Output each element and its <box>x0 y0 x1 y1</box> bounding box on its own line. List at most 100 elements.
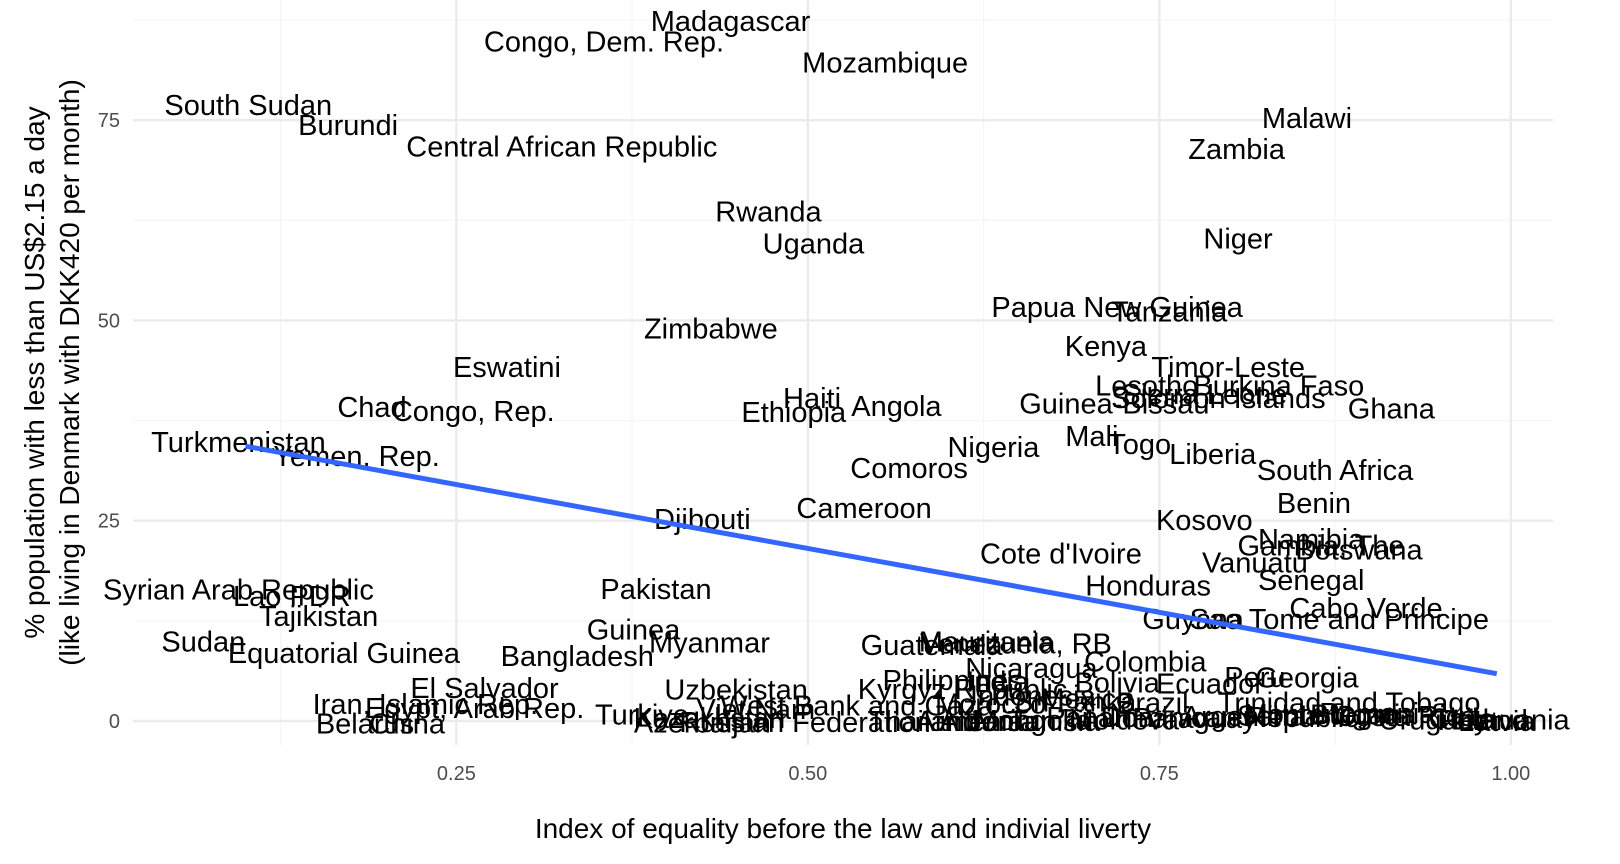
data-point-label: Guinea <box>587 615 681 647</box>
data-point-label: Sierra Leone <box>1121 379 1287 411</box>
data-point-label: Nicaragua <box>965 653 1098 685</box>
data-point-label: Cabo Verde <box>1289 593 1442 625</box>
data-point-label: Iran, Islamic Rep. <box>313 689 539 721</box>
data-point-label: Latvia <box>1458 706 1536 738</box>
data-point-label: Viet Nam <box>696 694 815 726</box>
data-point-label: Timor-Leste <box>1151 352 1305 384</box>
data-point-label: Egypt, Arab Rep. <box>365 693 584 725</box>
trend-line <box>245 443 1498 677</box>
data-point-label: Paraguay <box>1132 703 1257 735</box>
data-point-label: Gambia, The <box>1237 531 1404 563</box>
data-point-label: Jordan <box>967 706 1056 738</box>
major-gridlines <box>133 0 1553 745</box>
data-point-label: Madagascar <box>651 6 811 38</box>
data-point-label: Eswatini <box>453 352 561 384</box>
data-point-label: Sao Tome and Principe <box>1190 604 1489 636</box>
data-point-label: Uruguay <box>1379 704 1489 736</box>
data-point-label: Indonesia <box>970 680 1097 712</box>
data-point-label: Niger <box>1203 224 1273 256</box>
data-point-label: Cote d'Ivoire <box>980 539 1142 571</box>
y-axis-title: % population with less than US$2.15 a da… <box>19 79 85 666</box>
data-point-label: Haiti <box>783 383 841 415</box>
data-point-label: Pakistan <box>600 574 711 606</box>
data-point-label: Solomon Islands <box>1111 383 1325 415</box>
data-point-label: Lithuania <box>1452 704 1571 736</box>
data-point-label: Romania <box>1319 698 1436 730</box>
x-tick-label: 0.50 <box>788 763 827 785</box>
data-point-label: Honduras <box>1085 571 1211 603</box>
data-point-label: Lao PDR <box>233 581 351 613</box>
y-tick-label: 75 <box>98 110 120 132</box>
data-point-label: Azerbaijan <box>634 708 771 740</box>
data-point-label: Rwanda <box>715 196 822 228</box>
data-point-label: Mali <box>1065 421 1118 453</box>
data-point-label: West Bank and Gaza <box>720 691 994 723</box>
data-point-label: Panama <box>1046 702 1155 734</box>
x-tick-label: 0.75 <box>1140 763 1179 785</box>
data-point-label: Chad <box>337 392 406 424</box>
data-point-label: Mongolia <box>974 705 1093 737</box>
tick-labels: 0.25 0.50 0.75 1.00 0 25 50 75 <box>98 110 1531 785</box>
data-point-label: Myanmar <box>649 627 770 659</box>
data-point-label: Costa Rica <box>1334 701 1477 733</box>
data-point-label: Bangladesh <box>501 641 654 673</box>
data-point-label: Belarus <box>316 708 414 740</box>
data-point-label: Armenia <box>916 706 1025 738</box>
data-point-label: Kosovo <box>1156 505 1253 537</box>
data-point-label: Burundi <box>298 110 398 142</box>
data-point-label: Morocco <box>935 688 1046 720</box>
data-point-label: Guatemala <box>861 630 1004 662</box>
data-point-label: South Sudan <box>164 90 332 122</box>
data-point-label: Ethiopia <box>741 397 847 429</box>
data-point-label: Tanzania <box>1111 297 1228 329</box>
data-point-label: Congo, Rep. <box>392 396 555 428</box>
data-point-label: Serbia <box>1237 700 1322 732</box>
data-point-label: Vanuatu <box>1202 547 1308 579</box>
data-point-label: Bulgaria <box>1310 700 1417 732</box>
data-point-label: Congo, Dem. Rep. <box>484 27 724 59</box>
data-point-label: Georgia <box>1255 663 1359 695</box>
data-point-label: Mozambique <box>802 47 968 79</box>
data-point-label: Argentina <box>1182 701 1307 733</box>
data-point-label: Kyrgyz Republic <box>858 674 1068 706</box>
data-point-label: Philippines <box>883 665 1023 697</box>
data-point-label: Uzbekistan <box>664 675 807 707</box>
data-point-label: Peru <box>1224 662 1285 694</box>
data-point-label: Central African Republic <box>406 132 717 164</box>
data-point-label: El Salvador <box>410 673 559 705</box>
data-point-label: Uganda <box>763 229 865 261</box>
data-point-label: Poland <box>1438 705 1528 737</box>
data-point-label: Kenya <box>1065 331 1148 363</box>
data-point-label: Syrian Arab Republic <box>103 575 374 607</box>
data-point-label: Turkiye <box>595 700 689 732</box>
data-point-label: Mexico <box>1040 684 1132 716</box>
data-point-label: Senegal <box>1258 565 1364 597</box>
data-point-label: Angola <box>851 391 942 423</box>
data-point-label: Togo <box>1108 429 1171 461</box>
data-point-label: Brazil <box>1116 688 1189 720</box>
y-tick-label: 0 <box>109 711 120 733</box>
x-tick-label: 0.25 <box>437 763 476 785</box>
data-point-label: Zimbabwe <box>644 313 778 345</box>
x-tick-label: 1.00 <box>1491 763 1530 785</box>
data-point-label: Papua New Guinea <box>991 292 1243 324</box>
data-point-label: Thailand <box>868 706 979 738</box>
data-point-label: Moldova <box>1069 704 1179 736</box>
data-point-label: Sudan <box>161 627 245 659</box>
data-point-label: Benin <box>1277 488 1351 520</box>
data-point-label: Zambia <box>1188 134 1286 166</box>
data-point-label: Cameroon <box>796 493 931 525</box>
data-point-label: Chile <box>1429 704 1495 736</box>
data-point-label: Malawi <box>1262 103 1352 135</box>
data-point-label: Tunisia <box>1008 706 1101 738</box>
data-point-label: India <box>966 667 1030 699</box>
data-point-label: Trinidad and Tobago <box>1218 688 1481 720</box>
data-point-label: Ecuador <box>1156 668 1264 700</box>
data-point-label: Guinea-Bissau <box>1019 389 1209 421</box>
data-point-label: Botswana <box>1295 535 1423 567</box>
data-point-label: Namibia <box>1258 524 1365 556</box>
x-axis-title: Index of equality before the law and ind… <box>535 813 1151 844</box>
data-point-label: Tajikistan <box>259 601 378 633</box>
data-point-label: Comoros <box>850 453 968 485</box>
